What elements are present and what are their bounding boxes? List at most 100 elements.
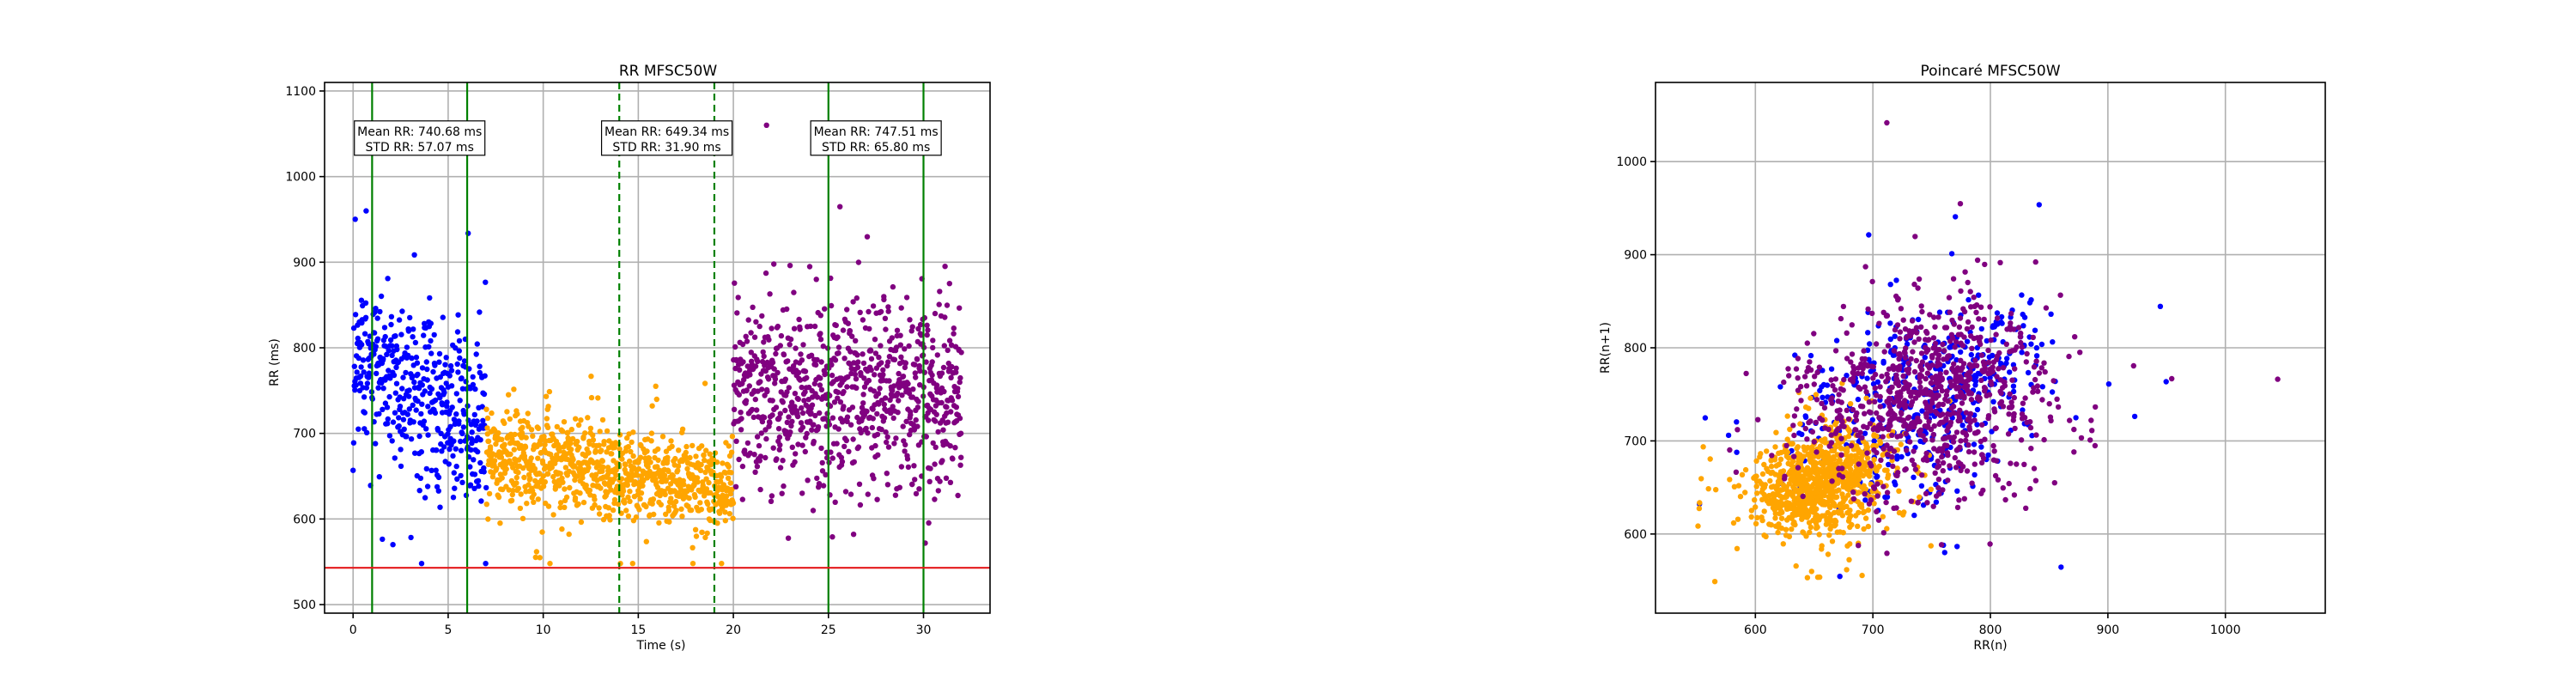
poincare-data-point <box>1777 384 1783 390</box>
poincare-data-point <box>1961 495 1967 502</box>
rr-data-point <box>495 494 502 501</box>
poincare-data-point <box>1846 556 1852 562</box>
poincare-data-point <box>1911 339 1917 345</box>
rr-data-point <box>518 491 524 497</box>
rr-data-point <box>649 501 655 507</box>
rr-data-point <box>785 358 791 364</box>
poincare-data-point <box>1813 470 1819 476</box>
rr-data-point <box>428 386 435 392</box>
poincare-data-point <box>1832 376 1839 382</box>
poincare-data-point <box>1878 457 1884 463</box>
poincare-data-point <box>1784 436 1790 442</box>
rr-data-point <box>855 444 862 450</box>
rr-data-point <box>814 475 820 482</box>
poincare-data-point <box>1896 356 1902 362</box>
rr-data-point <box>781 351 787 358</box>
poincare-data-point <box>1990 457 1997 463</box>
poincare-data-point <box>1802 514 1808 520</box>
poincare-data-point <box>1743 370 1749 377</box>
rr-data-point <box>483 484 489 491</box>
poincare-data-point <box>1808 568 1814 575</box>
rr-data-point <box>902 346 908 352</box>
rr-data-point <box>453 463 459 470</box>
poincare-data-point <box>1877 440 1884 447</box>
stats-mean-label: Mean RR: 740.68 ms <box>357 125 482 139</box>
rr-data-point <box>866 308 872 315</box>
rr-data-point <box>423 359 429 365</box>
poincare-data-point <box>1759 471 1766 477</box>
rr-data-point <box>608 487 614 493</box>
poincare-data-point <box>1951 382 1958 388</box>
poincare-data-point <box>1880 514 1886 520</box>
rr-data-point <box>957 415 963 422</box>
rr-data-point <box>759 418 766 425</box>
poincare-data-point <box>1945 424 1952 430</box>
poincare-data-point <box>1814 523 1820 529</box>
poincare-data-point <box>1855 396 1862 403</box>
poincare-data-point <box>1840 303 1847 310</box>
rr-data-point <box>572 477 578 483</box>
poincare-data-point <box>1908 356 1914 362</box>
rr-data-point <box>878 343 884 349</box>
poincare-data-point <box>1969 324 1975 331</box>
rr-data-point <box>778 332 785 339</box>
poincare-data-point <box>2031 385 2037 391</box>
poincare-data-point <box>1884 313 1891 319</box>
rr-data-point <box>535 496 541 502</box>
poincare-data-point <box>1869 278 1875 285</box>
rr-data-point <box>870 406 876 412</box>
poincare-plot-title: Poincaré MFSC50W <box>1920 63 2060 80</box>
rr-data-point <box>545 404 551 410</box>
rr-data-point <box>884 434 890 440</box>
poincare-data-point <box>2000 485 2006 491</box>
rr-data-point <box>935 488 942 494</box>
poincare-data-point <box>1987 374 1993 380</box>
rr-data-point <box>623 462 629 468</box>
poincare-data-point <box>1978 490 1984 496</box>
poincare-data-point <box>1991 406 1997 412</box>
poincare-data-point <box>1948 251 1955 257</box>
rr-data-point <box>478 498 484 504</box>
poincare-data-point <box>1893 505 1899 511</box>
rr-data-point <box>811 438 817 445</box>
rr-data-point <box>607 517 613 523</box>
rr-plot-title: RR MFSC50W <box>619 63 717 80</box>
rr-data-point <box>726 443 732 449</box>
rr-data-point <box>477 363 483 369</box>
rr-data-point <box>461 411 467 417</box>
poincare-data-point <box>1994 315 2001 321</box>
rr-data-point <box>392 333 398 339</box>
poincare-data-point <box>1739 471 1746 477</box>
poincare-plot-xlabel: RR(n) <box>1973 639 2007 653</box>
poincare-data-point <box>1789 441 1795 447</box>
rr-data-point <box>415 371 421 378</box>
rr-data-point <box>835 334 841 340</box>
rr-data-point <box>942 264 948 270</box>
rr-data-point <box>769 325 775 331</box>
poincare-data-point <box>1798 398 1804 404</box>
rr-data-point <box>814 394 821 400</box>
poincare-data-point <box>1918 324 1924 330</box>
poincare-data-point <box>1801 447 1807 453</box>
rr-data-point <box>396 317 403 323</box>
rr-data-point <box>533 549 540 555</box>
rr-data-point <box>416 488 422 494</box>
rr-data-point <box>540 483 547 489</box>
rr-data-point <box>410 334 416 340</box>
poincare-data-point <box>1915 316 1922 323</box>
poincare-data-point <box>1813 489 1819 495</box>
poincare-data-point <box>1730 520 1737 526</box>
poincare-data-point <box>1937 371 1943 377</box>
poincare-data-point <box>1804 340 1810 346</box>
rr-data-point <box>675 467 681 474</box>
poincare-data-point <box>1951 361 1957 367</box>
rr-data-point <box>740 359 746 365</box>
rr-data-point <box>929 359 935 365</box>
rr-data-point <box>777 465 784 471</box>
rr-data-point <box>376 410 382 417</box>
poincare-data-point <box>1814 397 1820 403</box>
rr-data-point <box>385 416 391 423</box>
rr-data-point <box>690 442 696 449</box>
rr-data-point <box>720 460 726 466</box>
rr-data-point <box>848 349 854 355</box>
